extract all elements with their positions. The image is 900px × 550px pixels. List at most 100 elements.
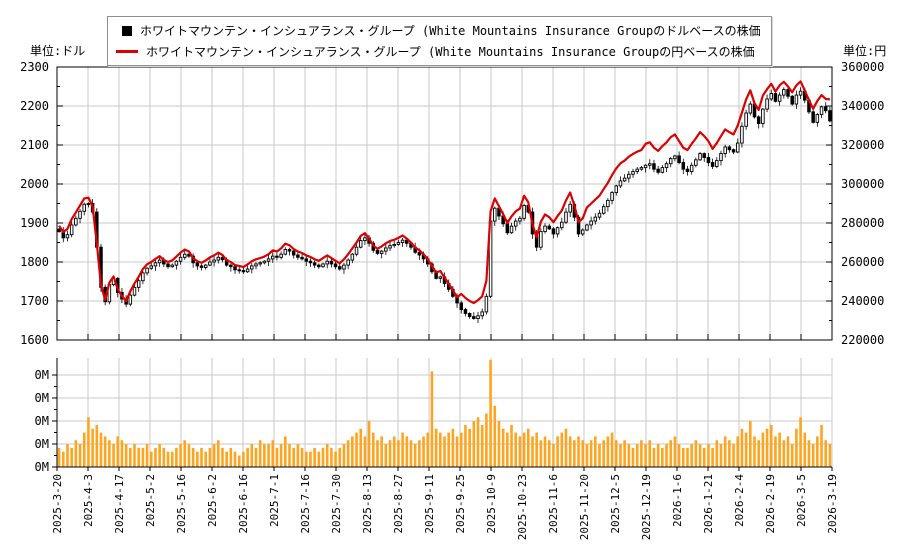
volume-bar	[803, 432, 807, 467]
date-axis-label: 2025-7-30	[330, 474, 343, 534]
candle	[576, 216, 581, 235]
candle	[681, 162, 686, 170]
candle	[735, 142, 740, 153]
date-axis-label: 2025-3-20	[51, 474, 64, 534]
candle	[86, 203, 91, 205]
candle	[589, 220, 593, 226]
candle	[769, 93, 774, 100]
candle	[212, 259, 216, 263]
candle	[275, 255, 279, 258]
left-axis-label: 1900	[20, 216, 49, 230]
volume-bar	[518, 436, 522, 467]
left-axis-label: 2200	[20, 99, 49, 113]
volume-bar	[459, 432, 463, 467]
volume-bar	[665, 444, 668, 467]
candle	[216, 256, 221, 261]
volume-bar	[363, 436, 367, 467]
volume-bar	[644, 444, 647, 467]
left-axis-label: 1700	[20, 294, 49, 308]
candle	[828, 110, 832, 122]
volume-bar	[489, 359, 492, 467]
candle	[136, 280, 141, 288]
axis-tick-labels: 1600 1700 1800 1900 2000 2100 2200 2300 220000 24…	[20, 60, 884, 540]
volume-bar	[74, 440, 78, 467]
candle	[601, 206, 606, 214]
volume-bar	[137, 447, 140, 467]
candle	[354, 246, 359, 255]
volume-bar	[573, 440, 576, 467]
candle	[296, 254, 300, 258]
volume-bar	[237, 455, 241, 467]
volume-bar	[112, 444, 115, 467]
volume-bar	[296, 444, 300, 467]
candle	[384, 247, 388, 252]
candle	[698, 153, 702, 161]
volume-bar	[824, 440, 828, 467]
date-axis-label: 2025-5-2	[144, 474, 157, 527]
volume-bar	[384, 444, 388, 467]
candle	[178, 256, 183, 262]
volume-bar	[690, 444, 693, 467]
date-axis-label: 2025-8-27	[392, 474, 405, 534]
volume-bar	[757, 440, 760, 467]
volume-bar	[744, 432, 748, 467]
volume-bar	[526, 428, 530, 467]
candle	[379, 250, 384, 254]
volume-bar	[108, 440, 111, 467]
volume-bar	[284, 436, 287, 467]
volume-bar	[338, 447, 342, 467]
volume-bar	[317, 451, 321, 467]
candle	[467, 313, 472, 318]
volume-bar	[669, 440, 673, 467]
right-axis-label: 300000	[841, 177, 884, 191]
date-axis-label: 2025-7-16	[299, 474, 312, 534]
candle	[153, 262, 158, 267]
candle	[513, 220, 518, 227]
usd-series-square-icon	[122, 25, 132, 36]
volume-bar	[325, 444, 329, 467]
candle	[262, 260, 267, 264]
volume-axis-label: 0M	[35, 391, 49, 405]
volume-bar	[170, 451, 174, 467]
candle	[329, 260, 334, 265]
candle	[585, 224, 589, 231]
candlestick-series	[57, 87, 832, 323]
candle	[375, 249, 380, 254]
volume-bar	[175, 447, 178, 467]
volume-bar	[560, 432, 564, 467]
volume-bar	[275, 447, 279, 467]
candle	[685, 168, 690, 172]
volume-bar	[719, 444, 723, 467]
candle	[308, 260, 313, 264]
candle	[560, 221, 564, 229]
candle	[149, 265, 154, 269]
volume-bar	[413, 444, 417, 467]
jpy-series-line-icon	[116, 50, 138, 53]
volume-bar	[606, 436, 610, 467]
volume-bar	[594, 436, 597, 467]
volume-bar	[698, 444, 702, 467]
volume-bar	[95, 424, 99, 467]
date-axis-label: 2025-11-20	[578, 474, 591, 540]
volume-bar	[330, 447, 333, 467]
volume-bar	[740, 428, 744, 467]
candle	[459, 302, 464, 311]
volume-bar	[158, 444, 161, 467]
volume-bar	[267, 444, 270, 467]
volume-bar	[397, 440, 400, 467]
candle	[580, 229, 585, 235]
right-axis-label: 240000	[841, 294, 884, 308]
volume-axis-label: 0M	[35, 414, 49, 428]
legend-item-jpy: ホワイトマウンテン・インシュアランス・グループ (White Mountains…	[116, 41, 761, 62]
candle	[719, 153, 723, 162]
date-axis-label: 2026-2-4	[733, 474, 746, 527]
volume-bar	[288, 444, 291, 467]
volume-bar	[753, 436, 756, 467]
candle	[673, 155, 677, 160]
candle	[325, 260, 329, 265]
volume-bar	[543, 436, 547, 467]
volume-bar	[602, 440, 605, 467]
candle	[463, 309, 468, 314]
volume-bar	[652, 447, 656, 467]
